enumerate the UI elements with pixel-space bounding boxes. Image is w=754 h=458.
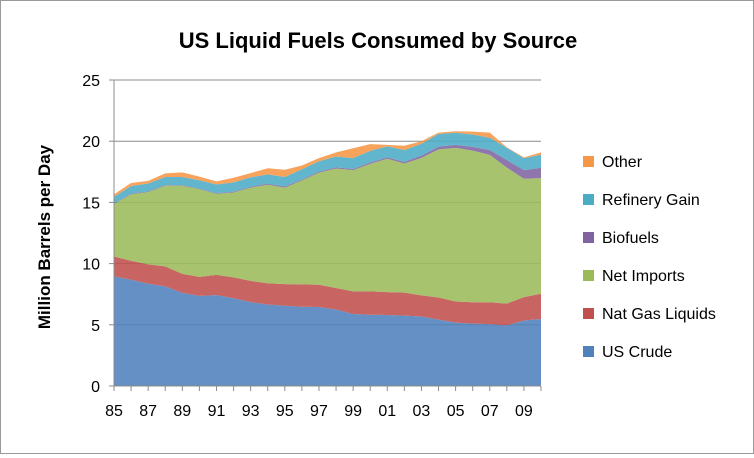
x-tick-label: 97 xyxy=(310,403,328,420)
y-tick-label: 15 xyxy=(82,195,100,212)
x-tick-label: 95 xyxy=(276,403,294,420)
legend-label: Biofuels xyxy=(602,230,659,247)
legend: Other Refinery Gain Biofuels Net Imports Nat… xyxy=(583,154,716,361)
legend-swatch xyxy=(583,308,594,319)
legend-label: Refinery Gain xyxy=(602,192,700,209)
x-tick-label: 87 xyxy=(139,403,157,420)
y-tick-label: 25 xyxy=(82,73,100,90)
legend-label: US Crude xyxy=(602,344,672,361)
area-series-net-imports xyxy=(114,147,541,304)
y-tick-label: 5 xyxy=(91,318,100,335)
area-series-nat-gas-liquids xyxy=(114,256,541,326)
area-series-refinery-gain xyxy=(114,132,541,204)
y-axis-label: Million Barrels per Day xyxy=(35,144,54,329)
legend-swatch xyxy=(583,232,594,243)
legend-label: Other xyxy=(602,154,643,171)
x-tick-label: 93 xyxy=(242,403,260,420)
x-tick-label: 01 xyxy=(378,403,396,420)
y-tick-label: 20 xyxy=(82,134,100,151)
legend-label: Net Imports xyxy=(602,268,685,285)
chart-title: US Liquid Fuels Consumed by Source xyxy=(179,28,578,53)
x-tick-label: 99 xyxy=(344,403,362,420)
plot-area xyxy=(114,79,541,386)
y-tick-label: 10 xyxy=(82,257,100,274)
x-tick-label: 03 xyxy=(413,403,431,420)
x-tick-label: 09 xyxy=(515,403,533,420)
legend-swatch xyxy=(583,270,594,281)
y-tick-label: 0 xyxy=(91,379,100,396)
x-tick-label: 05 xyxy=(447,403,465,420)
x-tick-label: 89 xyxy=(173,403,191,420)
legend-swatch xyxy=(583,346,594,357)
area-series-us-crude xyxy=(114,276,541,386)
legend-swatch xyxy=(583,194,594,205)
x-tick-label: 91 xyxy=(208,403,226,420)
x-tick-label: 07 xyxy=(481,403,499,420)
x-axis: 85 87 89 91 93 95 97 99 01 03 05 07 09 xyxy=(105,385,542,420)
x-tick-label: 85 xyxy=(105,403,123,420)
legend-swatch xyxy=(583,156,594,167)
legend-label: Nat Gas Liquids xyxy=(602,306,716,323)
y-axis: 0 5 10 15 20 25 xyxy=(82,73,115,396)
